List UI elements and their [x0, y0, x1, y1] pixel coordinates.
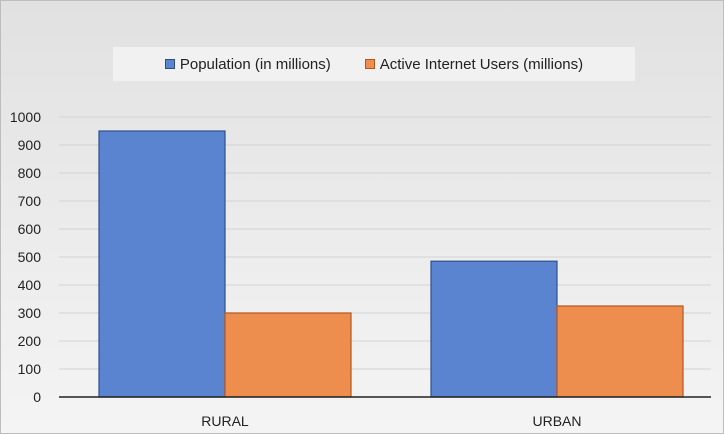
bar-rural-series-0 — [98, 130, 226, 398]
y-tick-label: 800 — [18, 165, 42, 181]
legend-label-population: Population (in millions) — [179, 55, 331, 73]
y-tick-label: 100 — [18, 361, 42, 377]
y-tick-label: 700 — [18, 193, 42, 209]
bar-urban-series-0 — [430, 260, 558, 398]
y-tick-label: 300 — [18, 305, 42, 321]
y-tick-label: 200 — [18, 333, 42, 349]
bar-rural-series-1 — [224, 312, 352, 398]
legend-swatch-internet-users — [364, 59, 375, 69]
x-category-label: URBAN — [532, 413, 581, 429]
chart-legend: Population (in millions) Active Internet… — [113, 47, 635, 81]
legend-swatch-population — [164, 59, 175, 69]
y-tick-label: 900 — [18, 137, 42, 153]
y-tick-label: 400 — [18, 277, 42, 293]
bar-urban-series-1 — [556, 305, 684, 398]
y-tick-label: 0 — [33, 389, 41, 405]
legend-item-population: Population (in millions) — [164, 55, 331, 73]
y-tick-label: 600 — [18, 221, 42, 237]
y-tick-label: 500 — [18, 249, 42, 265]
legend-label-internet-users: Active Internet Users (millions) — [379, 55, 584, 73]
legend-item-internet-users: Active Internet Users (millions) — [364, 55, 584, 73]
y-tick-label: 1000 — [10, 109, 41, 125]
x-category-label: RURAL — [201, 413, 249, 429]
